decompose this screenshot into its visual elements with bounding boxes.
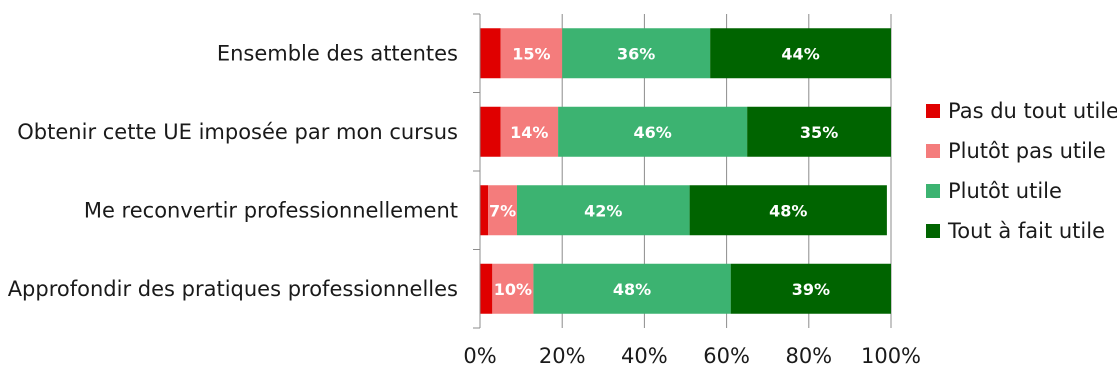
x-tick-label: 60% [703,344,750,368]
bar-segment [710,28,891,79]
bar-segment [558,106,748,157]
x-tick-label: 0% [463,344,496,368]
x-tick-label: 20% [539,344,586,368]
legend: Pas du tout utile Plutôt pas utile Plutôt … [926,99,1117,243]
x-axis-tick-labels: 0% 20% 40% 60% 80% 100% [463,344,921,368]
bar-segment [492,263,534,314]
bar-segment [562,28,711,79]
bar-segment [730,263,891,314]
data-label: 10% [494,280,532,299]
bar-segment [480,185,489,236]
data-label: 15% [512,44,550,63]
data-label: 14% [510,123,548,142]
bar-segment [689,185,887,236]
data-label: 35% [800,123,838,142]
bar-segment [516,185,690,236]
category-label: Approfondir des pratiques professionnell… [8,277,458,301]
data-label: 44% [781,44,819,63]
data-label: 36% [617,44,655,63]
legend-label: Tout à fait utile [947,219,1105,243]
bar-segment [480,263,493,314]
data-label: 39% [792,280,830,299]
bar-segment [500,106,559,157]
legend-swatch [926,224,940,238]
bar-segment [488,185,517,236]
x-tick-label: 80% [785,344,832,368]
legend-swatch [926,184,940,198]
category-label: Ensemble des attentes [217,41,458,65]
bar-segment [533,263,731,314]
axes [473,13,481,329]
legend-label: Plutôt pas utile [948,139,1106,163]
data-label: 48% [613,280,651,299]
data-label: 46% [633,123,671,142]
bar-segment [747,106,891,157]
data-label: 42% [584,201,622,220]
bar-segment [480,28,501,79]
data-label: 48% [769,201,807,220]
legend-label: Plutôt utile [948,179,1062,203]
category-label: Obtenir cette UE imposée par mon cursus [17,120,458,144]
category-labels: Ensemble des attentes Obtenir cette UE im… [8,41,458,301]
x-tick-label: 100% [861,344,921,368]
legend-swatch [926,104,940,118]
x-tick-label: 40% [621,344,668,368]
legend-swatch [926,144,940,158]
category-label: Me reconvertir professionnellement [84,198,458,222]
data-label: 7% [489,201,516,220]
bar-segment [480,106,501,157]
legend-label: Pas du tout utile [948,99,1117,123]
bar-segment [500,28,563,79]
bars: 15% 36% 44% 14% 46% 35% 7% 42% 48% 10% 48% 39% [480,28,891,314]
